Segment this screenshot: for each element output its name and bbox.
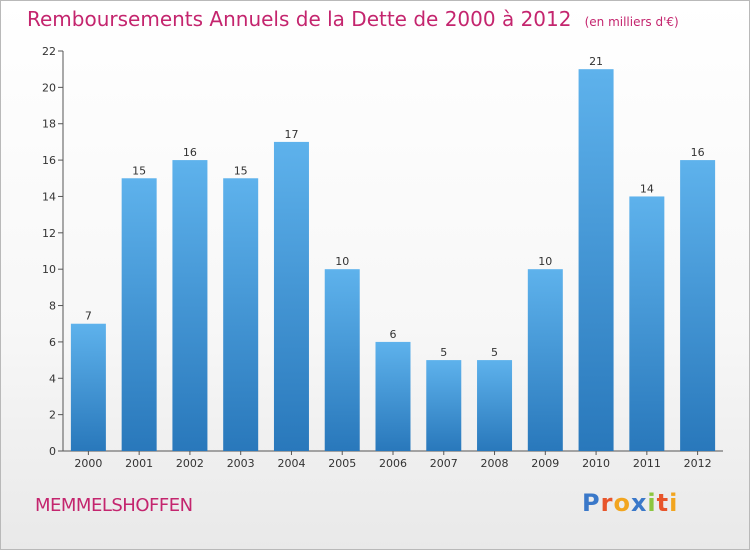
bar — [223, 178, 258, 451]
x-tick-label: 2010 — [582, 457, 610, 470]
x-tick-label: 2008 — [481, 457, 509, 470]
x-tick-label: 2003 — [227, 457, 255, 470]
logo-letter: i — [647, 489, 656, 517]
data-label: 17 — [284, 128, 298, 141]
logo-letter: x — [631, 489, 647, 517]
y-tick-label: 4 — [49, 372, 56, 385]
x-tick-label: 2005 — [328, 457, 356, 470]
x-tick-label: 2002 — [176, 457, 204, 470]
x-tick-label: 2012 — [684, 457, 712, 470]
commune-name: MEMMELSHOFFEN — [35, 495, 193, 516]
y-tick-label: 8 — [49, 300, 56, 313]
y-tick-label: 16 — [42, 154, 56, 167]
data-label: 10 — [538, 255, 552, 268]
data-label: 15 — [234, 164, 248, 177]
y-tick-label: 18 — [42, 118, 56, 131]
x-tick-label: 2001 — [125, 457, 153, 470]
y-tick-label: 0 — [49, 445, 56, 458]
x-tick-label: 2009 — [531, 457, 559, 470]
bar — [629, 196, 664, 451]
bar — [477, 360, 512, 451]
bar — [680, 160, 715, 451]
data-label: 16 — [691, 146, 705, 159]
data-label: 6 — [390, 328, 397, 341]
logo-letter: r — [601, 489, 614, 517]
y-tick-label: 20 — [42, 81, 56, 94]
bar — [426, 360, 461, 451]
proxiti-logo: Proxiti — [582, 489, 678, 517]
data-label: 5 — [491, 346, 498, 359]
data-label: 15 — [132, 164, 146, 177]
y-tick-label: 6 — [49, 336, 56, 349]
bar — [579, 69, 614, 451]
bar — [122, 178, 157, 451]
x-tick-label: 2000 — [74, 457, 102, 470]
logo-letter: P — [582, 489, 601, 517]
x-tick-label: 2011 — [633, 457, 661, 470]
y-tick-label: 2 — [49, 409, 56, 422]
chart-frame: Remboursements Annuels de la Dette de 20… — [0, 0, 750, 550]
y-tick-label: 22 — [42, 45, 56, 58]
data-label: 5 — [440, 346, 447, 359]
y-tick-label: 14 — [42, 190, 56, 203]
logo-letter: t — [657, 489, 669, 517]
logo-letter: o — [613, 489, 631, 517]
bar — [376, 342, 411, 451]
y-tick-label: 10 — [42, 263, 56, 276]
data-label: 10 — [335, 255, 349, 268]
y-tick-label: 12 — [42, 227, 56, 240]
data-label: 21 — [589, 55, 603, 68]
x-tick-label: 2006 — [379, 457, 407, 470]
bar — [71, 324, 106, 451]
bar-chart: 0 2 4 6 8 10 12 14 16 18 20 22 2000 7 2001 15 2002 16 2003… — [1, 1, 750, 550]
data-label: 7 — [85, 310, 92, 323]
bar — [325, 269, 360, 451]
data-label: 16 — [183, 146, 197, 159]
x-tick-label: 2004 — [277, 457, 305, 470]
data-label: 14 — [640, 182, 654, 195]
logo-letter: i — [669, 489, 678, 517]
x-tick-label: 2007 — [430, 457, 458, 470]
bar — [172, 160, 207, 451]
bar — [274, 142, 309, 451]
bar — [528, 269, 563, 451]
